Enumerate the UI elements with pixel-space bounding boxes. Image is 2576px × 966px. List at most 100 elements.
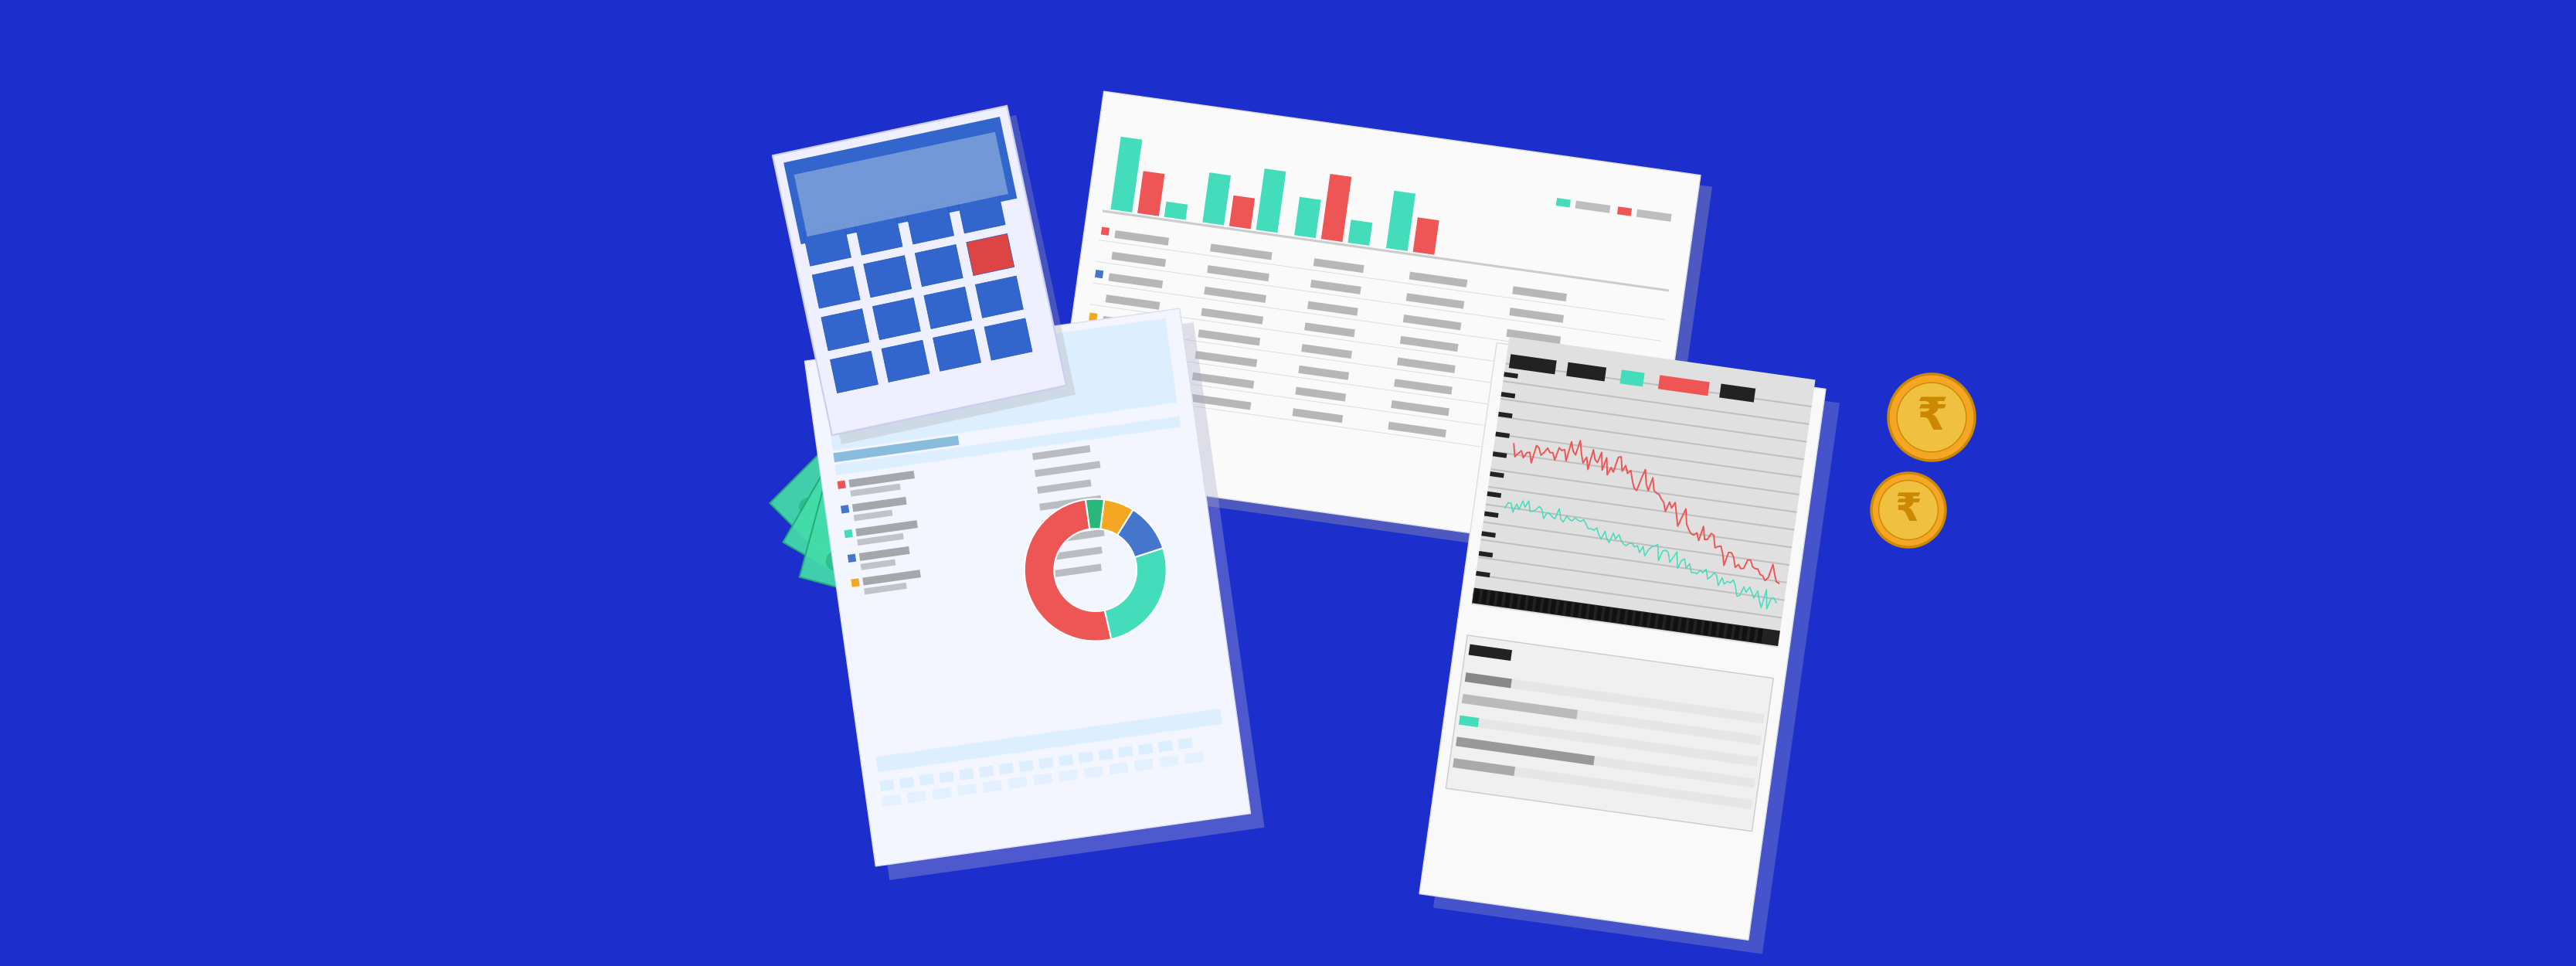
- Polygon shape: [1473, 591, 1486, 597]
- Ellipse shape: [853, 504, 894, 547]
- Polygon shape: [1466, 672, 1765, 724]
- Polygon shape: [1499, 412, 1512, 418]
- Polygon shape: [1494, 432, 1510, 439]
- Polygon shape: [1479, 556, 1785, 601]
- Polygon shape: [1741, 626, 1749, 640]
- Polygon shape: [1605, 607, 1610, 621]
- Polygon shape: [1203, 173, 1231, 225]
- Polygon shape: [1625, 611, 1633, 625]
- Polygon shape: [822, 309, 868, 351]
- Polygon shape: [1618, 610, 1625, 624]
- Polygon shape: [1092, 381, 1149, 395]
- Polygon shape: [1301, 344, 1352, 358]
- Polygon shape: [863, 255, 912, 298]
- Polygon shape: [1749, 628, 1754, 641]
- Polygon shape: [1734, 625, 1741, 639]
- Polygon shape: [1510, 307, 1564, 323]
- Polygon shape: [1193, 372, 1255, 388]
- Circle shape: [827, 552, 845, 571]
- Polygon shape: [858, 547, 909, 561]
- Polygon shape: [1051, 92, 1700, 557]
- Polygon shape: [1100, 337, 1154, 353]
- Circle shape: [1888, 374, 1976, 461]
- Polygon shape: [848, 554, 855, 562]
- Polygon shape: [845, 529, 853, 538]
- Polygon shape: [1633, 611, 1641, 626]
- Polygon shape: [958, 191, 1005, 233]
- Circle shape: [927, 533, 948, 554]
- Polygon shape: [1507, 329, 1561, 344]
- Polygon shape: [981, 780, 1002, 792]
- Polygon shape: [1455, 737, 1595, 765]
- Polygon shape: [1079, 368, 1646, 448]
- Circle shape: [845, 451, 866, 471]
- Polygon shape: [1484, 522, 1790, 566]
- Polygon shape: [1095, 261, 1662, 341]
- Polygon shape: [1388, 422, 1445, 438]
- Polygon shape: [1033, 445, 1090, 460]
- Polygon shape: [1007, 777, 1028, 789]
- Polygon shape: [984, 319, 1033, 360]
- Polygon shape: [1108, 273, 1162, 288]
- Polygon shape: [1419, 343, 1826, 940]
- Polygon shape: [1703, 621, 1710, 636]
- Polygon shape: [1695, 620, 1703, 635]
- Polygon shape: [1672, 616, 1680, 631]
- Polygon shape: [1574, 603, 1579, 617]
- Polygon shape: [1497, 592, 1502, 607]
- Polygon shape: [1306, 301, 1358, 316]
- Circle shape: [811, 526, 832, 546]
- Polygon shape: [1391, 400, 1450, 416]
- Polygon shape: [1061, 103, 1713, 569]
- Polygon shape: [1164, 202, 1188, 220]
- Polygon shape: [1396, 357, 1455, 373]
- Polygon shape: [1494, 451, 1801, 496]
- Polygon shape: [1314, 258, 1365, 273]
- Text: ₹: ₹: [1917, 395, 1947, 440]
- Polygon shape: [855, 520, 917, 536]
- Polygon shape: [1489, 486, 1795, 530]
- Polygon shape: [1471, 587, 1780, 646]
- Polygon shape: [1296, 386, 1347, 402]
- Polygon shape: [1504, 593, 1510, 608]
- Polygon shape: [1190, 394, 1252, 410]
- Polygon shape: [1198, 329, 1260, 346]
- Polygon shape: [1468, 644, 1512, 661]
- Polygon shape: [1726, 624, 1734, 639]
- Circle shape: [1896, 383, 1965, 452]
- Polygon shape: [783, 443, 994, 631]
- Polygon shape: [1133, 758, 1154, 771]
- Polygon shape: [1033, 773, 1054, 785]
- Polygon shape: [1048, 564, 1103, 578]
- Polygon shape: [1551, 600, 1556, 614]
- Polygon shape: [1257, 168, 1285, 233]
- Polygon shape: [1618, 207, 1633, 216]
- Polygon shape: [1103, 316, 1157, 331]
- Polygon shape: [1412, 217, 1440, 255]
- Polygon shape: [1504, 351, 1558, 366]
- Polygon shape: [853, 510, 894, 521]
- Polygon shape: [1059, 769, 1077, 781]
- Polygon shape: [979, 765, 994, 778]
- Polygon shape: [1520, 595, 1525, 610]
- Polygon shape: [914, 244, 963, 287]
- Polygon shape: [1687, 619, 1695, 634]
- Polygon shape: [1664, 615, 1672, 630]
- Polygon shape: [1543, 598, 1548, 612]
- Polygon shape: [1453, 758, 1515, 776]
- Polygon shape: [1100, 227, 1110, 236]
- Polygon shape: [1087, 326, 1654, 406]
- Polygon shape: [1556, 198, 1571, 208]
- Polygon shape: [1185, 752, 1203, 764]
- Polygon shape: [1458, 716, 1759, 766]
- Polygon shape: [858, 533, 904, 546]
- Polygon shape: [1502, 381, 1808, 425]
- Polygon shape: [999, 763, 1015, 775]
- Polygon shape: [1208, 266, 1270, 281]
- Polygon shape: [966, 234, 1015, 275]
- Polygon shape: [1038, 757, 1054, 769]
- Polygon shape: [1492, 451, 1507, 458]
- Polygon shape: [819, 323, 1265, 880]
- Polygon shape: [1504, 363, 1811, 408]
- Polygon shape: [1079, 752, 1092, 763]
